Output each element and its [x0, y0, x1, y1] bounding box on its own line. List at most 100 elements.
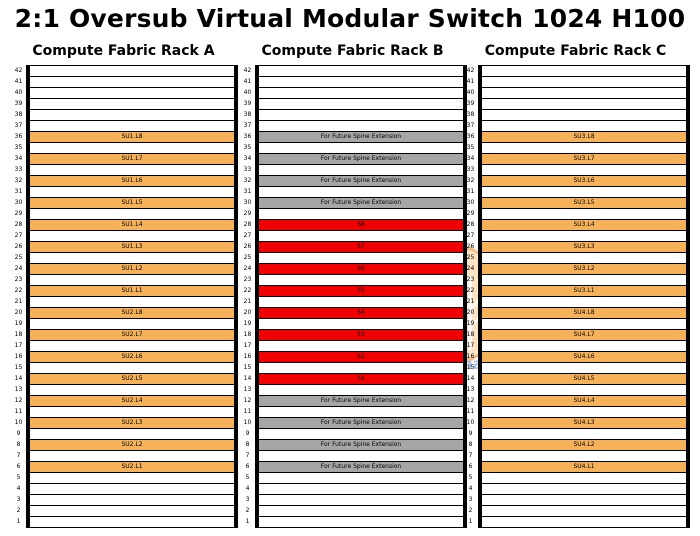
rack-unit-number: 10	[466, 419, 475, 426]
rack-rail-right	[464, 65, 467, 528]
rack-unit-number: 3	[245, 496, 250, 503]
rack-unit-number: 21	[14, 298, 23, 305]
rack-unit-number: 35	[14, 144, 23, 151]
rack-unit-number: 40	[14, 89, 23, 96]
rack-unit-number: 42	[14, 67, 23, 74]
rack-unit-number: 36	[14, 133, 23, 140]
rack-unit-number: 3	[16, 496, 21, 503]
rack-unit-number: 36	[466, 133, 475, 140]
rack-unit-number: 25	[14, 254, 23, 261]
rack-unit-number: 11	[243, 408, 252, 415]
rack-unit-number: 42	[243, 67, 252, 74]
rack-unit-number: 24	[243, 265, 252, 272]
rack-unit-number: 32	[243, 177, 252, 184]
rack-unit-number: 8	[468, 441, 473, 448]
rack-unit-number: 9	[468, 430, 473, 437]
rack-unit-number: 30	[14, 199, 23, 206]
rack-unit-number: 13	[466, 386, 475, 393]
rack-title: Compute Fabric Rack C	[484, 43, 667, 59]
rack-unit-number: 17	[14, 342, 23, 349]
rack-unit-number: 22	[14, 287, 23, 294]
rack-slot-empty	[258, 516, 464, 528]
rack-unit-number: 9	[16, 430, 21, 437]
rack-unit-number: 39	[14, 100, 23, 107]
rack-unit-number: 42	[466, 67, 475, 74]
rack-unit-number: 1	[16, 518, 21, 525]
rack-unit-number: 10	[14, 419, 23, 426]
rack-unit-number: 26	[14, 243, 23, 250]
rack-rail-left	[255, 65, 258, 528]
rack-unit-number: 38	[466, 111, 475, 118]
rack-unit-number: 29	[466, 210, 475, 217]
rack-unit-number: 5	[16, 474, 21, 481]
rack-unit-number: 30	[466, 199, 475, 206]
rack-unit-number: 14	[466, 375, 475, 382]
rack-unit-number: 28	[14, 221, 23, 228]
rack-unit-number: 24	[14, 265, 23, 272]
rack-unit-number: 17	[243, 342, 252, 349]
rack-unit-number: 25	[243, 254, 252, 261]
rack-unit-number: 25	[466, 254, 475, 261]
rack-unit-number: 19	[14, 320, 23, 327]
rack-unit-number: 34	[14, 155, 23, 162]
rack-unit-number: 33	[466, 166, 475, 173]
rack-unit-number: 29	[243, 210, 252, 217]
rack-unit-number: 37	[243, 122, 252, 129]
rack-unit-number: 19	[466, 320, 475, 327]
rack-unit-number: 35	[243, 144, 252, 151]
rack-unit-number: 41	[243, 78, 252, 85]
rack-unit-number: 32	[466, 177, 475, 184]
rack-unit-number: 1	[245, 518, 250, 525]
rack-unit-number: 38	[243, 111, 252, 118]
rack-unit-number: 32	[14, 177, 23, 184]
rack-unit-number: 26	[466, 243, 475, 250]
rack-unit-number: 37	[14, 122, 23, 129]
rack-unit-number: 27	[466, 232, 475, 239]
rack-unit-number: 15	[14, 364, 23, 371]
rack-slot-empty	[481, 516, 687, 528]
rack-unit-number: 6	[468, 463, 473, 470]
rack-unit-number: 35	[466, 144, 475, 151]
rack-unit-number: 21	[466, 298, 475, 305]
rack-unit-number: 26	[243, 243, 252, 250]
rack-unit-number: 38	[14, 111, 23, 118]
rack-unit-number: 34	[243, 155, 252, 162]
rack-unit-number: 12	[243, 397, 252, 404]
rack-unit-number: 39	[466, 100, 475, 107]
rack-unit-number: 23	[243, 276, 252, 283]
rack-unit-number: 40	[243, 89, 252, 96]
rack-unit-number: 27	[14, 232, 23, 239]
rack-unit-number: 15	[243, 364, 252, 371]
rack-unit-number: 18	[466, 331, 475, 338]
rack-rail-right	[687, 65, 690, 528]
rack-slot-empty	[29, 516, 235, 528]
rack-rail-left	[478, 65, 481, 528]
rack-unit-number: 15	[466, 364, 475, 371]
rack-unit-number: 41	[14, 78, 23, 85]
rack-unit-number: 6	[16, 463, 21, 470]
rack-unit-number: 28	[466, 221, 475, 228]
rack-unit-number: 24	[466, 265, 475, 272]
rack-unit-number: 20	[243, 309, 252, 316]
rack-unit-number: 13	[14, 386, 23, 393]
rack-unit-number: 36	[243, 133, 252, 140]
rack-unit-number: 4	[468, 485, 473, 492]
rack-unit-number: 31	[466, 188, 475, 195]
rack-unit-number: 11	[466, 408, 475, 415]
rack-unit-number: 12	[14, 397, 23, 404]
rack-unit-number: 4	[245, 485, 250, 492]
rack-unit-number: 41	[466, 78, 475, 85]
rack-unit-number: 14	[14, 375, 23, 382]
rack-unit-number: 11	[14, 408, 23, 415]
rack-unit-number: 8	[16, 441, 21, 448]
rack-unit-number: 18	[243, 331, 252, 338]
rack-unit-number: 13	[243, 386, 252, 393]
rack-rail-right	[235, 65, 238, 528]
rack-unit-number: 18	[14, 331, 23, 338]
rack-unit-number: 5	[245, 474, 250, 481]
rack-unit-number: 39	[243, 100, 252, 107]
rack-unit-number: 23	[14, 276, 23, 283]
rack-unit-number: 17	[466, 342, 475, 349]
rack-unit-number: 2	[16, 507, 21, 514]
rack-unit-number: 21	[243, 298, 252, 305]
